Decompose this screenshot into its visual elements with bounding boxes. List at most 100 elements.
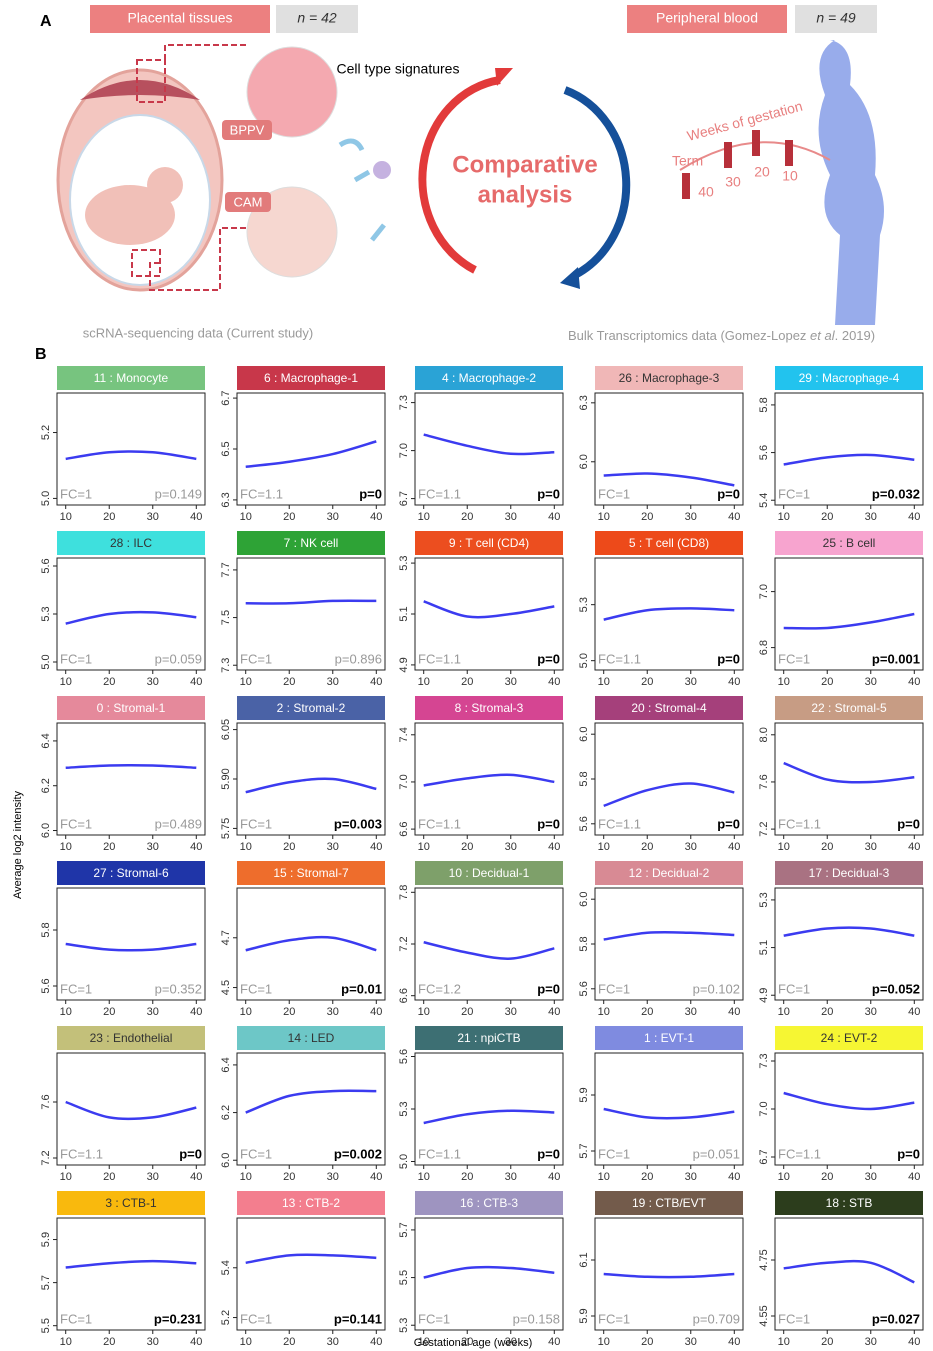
y-tick-label: 7.6 — [758, 774, 770, 789]
x-tick-label: 40 — [370, 1171, 382, 1183]
x-tick-label: 10 — [240, 1171, 252, 1183]
x-tick-label: 30 — [865, 841, 877, 853]
arrow-head — [560, 267, 580, 289]
p-value: p=0 — [537, 981, 560, 996]
fold-change: FC=1.1 — [598, 816, 641, 831]
panel-title: 28 : ILC — [110, 536, 152, 550]
y-tick-label: 5.6 — [40, 558, 52, 573]
fold-change: FC=1 — [778, 486, 810, 501]
x-tick-label: 40 — [908, 1006, 920, 1018]
x-tick-label: 40 — [370, 1006, 382, 1018]
arrow-head — [495, 68, 513, 86]
panel-title: 24 : EVT-2 — [821, 1031, 878, 1045]
x-tick-label: 10 — [240, 676, 252, 688]
x-tick-label: 40 — [728, 511, 740, 523]
y-tick-label: 6.6 — [398, 821, 410, 836]
week-text: 40 — [698, 184, 714, 200]
x-tick-label: 40 — [370, 1336, 382, 1348]
y-tick-label: 5.2 — [40, 425, 52, 440]
panel-title: 7 : NK cell — [284, 536, 339, 550]
tube — [724, 142, 732, 168]
y-tick-label: 7.2 — [40, 1150, 52, 1165]
y-tick-label: 5.8 — [578, 771, 590, 786]
x-tick-label: 10 — [418, 1006, 430, 1018]
fold-change: FC=1 — [598, 486, 630, 501]
y-tick-label: 6.2 — [40, 778, 52, 793]
fold-change: FC=1.1 — [240, 486, 283, 501]
y-tick-label: 5.9 — [40, 1232, 52, 1247]
x-tick-label: 30 — [865, 511, 877, 523]
y-tick-label: 6.1 — [578, 1252, 590, 1267]
sample-count: n = 49 — [816, 10, 856, 26]
y-tick-label: 6.4 — [220, 1057, 232, 1072]
x-tick-label: 20 — [461, 511, 473, 523]
p-value: p=0.896 — [335, 651, 382, 666]
panel-title: 3 : CTB-1 — [105, 1196, 157, 1210]
y-tick-label: 5.3 — [398, 1318, 410, 1333]
caption-part: Bulk Transcriptomics data (Gomez-Lopez — [568, 328, 810, 343]
panel-title: 27 : Stromal-6 — [93, 866, 169, 880]
x-tick-label: 20 — [461, 1336, 473, 1348]
fold-change: FC=1 — [240, 1146, 272, 1161]
y-tick-label: 6.8 — [758, 640, 770, 655]
x-tick-label: 30 — [147, 511, 159, 523]
p-value: p=0.149 — [155, 486, 202, 501]
week-text: 30 — [725, 174, 741, 190]
panel-title: 19 : CTB/EVT — [632, 1196, 707, 1210]
x-tick-label: 10 — [60, 841, 72, 853]
p-value: p=0.141 — [334, 1311, 382, 1326]
y-tick-label: 6.7 — [398, 491, 410, 506]
x-tick-label: 40 — [908, 511, 920, 523]
x-tick-label: 40 — [190, 1336, 202, 1348]
p-value: p=0.027 — [872, 1311, 920, 1326]
cell-icons — [340, 141, 384, 240]
panel-title: 0 : Stromal-1 — [97, 701, 166, 715]
panel-title: 22 : Stromal-5 — [811, 701, 887, 715]
p-value: p=0.102 — [693, 981, 740, 996]
x-tick-label: 10 — [778, 1006, 790, 1018]
panel-title: 18 : STB — [826, 1196, 873, 1210]
x-tick-label: 20 — [821, 1171, 833, 1183]
caption-part: et al — [810, 328, 836, 343]
y-tick-label: 6.6 — [398, 988, 410, 1003]
x-tick-label: 10 — [418, 841, 430, 853]
panel-title: 25 : B cell — [823, 536, 876, 550]
x-tick-label: 20 — [821, 511, 833, 523]
x-tick-label: 10 — [240, 511, 252, 523]
caption-part: . 2019) — [835, 328, 875, 343]
y-tick-label: 5.7 — [578, 1143, 590, 1158]
p-value: p=0 — [897, 816, 920, 831]
x-tick-label: 10 — [60, 1171, 72, 1183]
x-tick-label: 30 — [685, 1006, 697, 1018]
x-tick-label: 30 — [505, 1171, 517, 1183]
panel-title: 1 : EVT-1 — [644, 1031, 694, 1045]
x-tick-label: 40 — [190, 511, 202, 523]
y-tick-label: 5.8 — [40, 922, 52, 937]
tissue-label: BPPV — [230, 122, 265, 137]
fold-change: FC=1 — [240, 1311, 272, 1326]
p-value: p=0 — [537, 1146, 560, 1161]
x-tick-label: 10 — [778, 1336, 790, 1348]
x-tick-label: 20 — [283, 511, 295, 523]
fold-change: FC=1 — [60, 981, 92, 996]
caption: Bulk Transcriptomics data (Gomez-Lopez e… — [568, 328, 875, 343]
fold-change: FC=1 — [60, 816, 92, 831]
panel-title: 23 : Endothelial — [90, 1031, 173, 1045]
x-tick-label: 20 — [283, 676, 295, 688]
x-tick-label: 20 — [821, 841, 833, 853]
x-tick-label: 30 — [865, 1171, 877, 1183]
x-tick-label: 30 — [865, 1006, 877, 1018]
y-tick-label: 5.0 — [40, 654, 52, 669]
fold-change: FC=1 — [598, 981, 630, 996]
y-tick-label: 7.3 — [220, 658, 232, 673]
x-tick-label: 10 — [598, 841, 610, 853]
tube — [752, 130, 760, 156]
x-tick-label: 40 — [728, 676, 740, 688]
y-tick-label: 5.5 — [40, 1318, 52, 1333]
y-tick-label: 5.8 — [758, 397, 770, 412]
y-tick-label: 4.7 — [220, 930, 232, 945]
x-tick-label: 20 — [103, 676, 115, 688]
x-tick-label: 40 — [728, 841, 740, 853]
x-tick-label: 10 — [240, 1006, 252, 1018]
panel-title: 13 : CTB-2 — [282, 1196, 340, 1210]
